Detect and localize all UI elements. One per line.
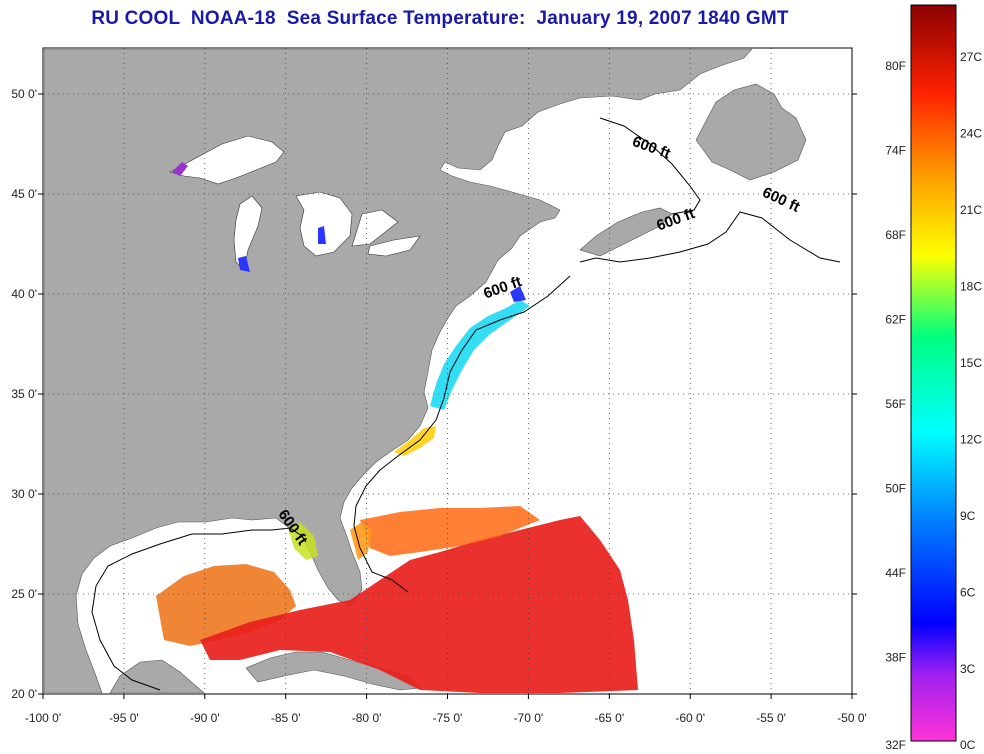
sst-bahamas-orange [360, 506, 540, 556]
land-north-america [44, 49, 753, 693]
colorbar-c-label: 12C [960, 433, 982, 447]
colorbar-c-label: 21C [960, 203, 982, 217]
colorbar-c-label: 27C [960, 50, 982, 64]
map-title: RU COOL NOAA-18 Sea Surface Temperature:… [91, 8, 789, 29]
lat-tick-label: 25 0' [11, 587, 37, 601]
colorbar-f-label: 80F [885, 59, 906, 73]
contour-600ft-northeast [579, 211, 841, 263]
longitude-ticks: -100 0' -95 0' -90 0' -85 0' -80 0' -75 0' -70… [25, 694, 867, 725]
latitude-ticks: 20 0' 25 0' 30 0' 35 0' 40 0' 45 0' 50 0' [11, 87, 857, 701]
lon-tick-label: -90 0' [190, 711, 220, 725]
sst-lake-superior-violet [172, 162, 188, 176]
lon-tick-label: -75 0' [433, 711, 463, 725]
land-newfoundland [695, 83, 807, 181]
colorbar-c-label: 24C [960, 127, 982, 141]
lon-tick-label: -85 0' [271, 711, 301, 725]
colorbar-f-label: 68F [885, 228, 906, 242]
colorbar-c-label: 18C [960, 280, 982, 294]
colorbar-f-label: 56F [885, 397, 906, 411]
colorbar-c-label: 3C [960, 662, 976, 676]
colorbar-f-label: 62F [885, 313, 906, 327]
colorbar-fahrenheit-labels: 80F 74F 68F 62F 56F 50F 44F 38F 32F [885, 59, 906, 752]
lon-tick-label: -65 0' [594, 711, 624, 725]
lat-tick-label: 45 0' [11, 187, 37, 201]
colorbar-f-label: 74F [885, 144, 906, 158]
lon-tick-label: -95 0' [109, 711, 139, 725]
colorbar-f-label: 38F [885, 651, 906, 665]
lon-tick-label: -55 0' [756, 711, 786, 725]
colorbar-f-label: 50F [885, 482, 906, 496]
lat-tick-label: 30 0' [11, 487, 37, 501]
colorbar-f-label: 32F [885, 738, 906, 752]
lon-tick-label: -100 0' [25, 711, 61, 725]
colorbar-c-label: 0C [960, 738, 976, 752]
lat-tick-label: 20 0' [11, 687, 37, 701]
colorbar [910, 4, 957, 742]
contour-600ft-east-coast [353, 275, 571, 593]
sst-mid-atlantic-cool [430, 300, 530, 410]
lat-tick-label: 50 0' [11, 87, 37, 101]
lon-tick-label: -50 0' [837, 711, 867, 725]
lon-tick-label: -70 0' [514, 711, 544, 725]
colorbar-c-label: 9C [960, 509, 976, 523]
colorbar-celsius-labels: 27C 24C 21C 18C 15C 12C 9C 6C 3C 0C [960, 50, 982, 752]
colorbar-f-label: 44F [885, 566, 906, 580]
colorbar-c-label: 6C [960, 586, 976, 600]
lon-tick-label: -60 0' [675, 711, 705, 725]
lat-tick-label: 40 0' [11, 287, 37, 301]
contour-600ft-gulf [91, 527, 303, 691]
lat-tick-label: 35 0' [11, 387, 37, 401]
contour-600ft-gulf-stlawrence [599, 117, 701, 215]
lon-tick-label: -80 0' [352, 711, 382, 725]
colorbar-c-label: 15C [960, 356, 982, 370]
